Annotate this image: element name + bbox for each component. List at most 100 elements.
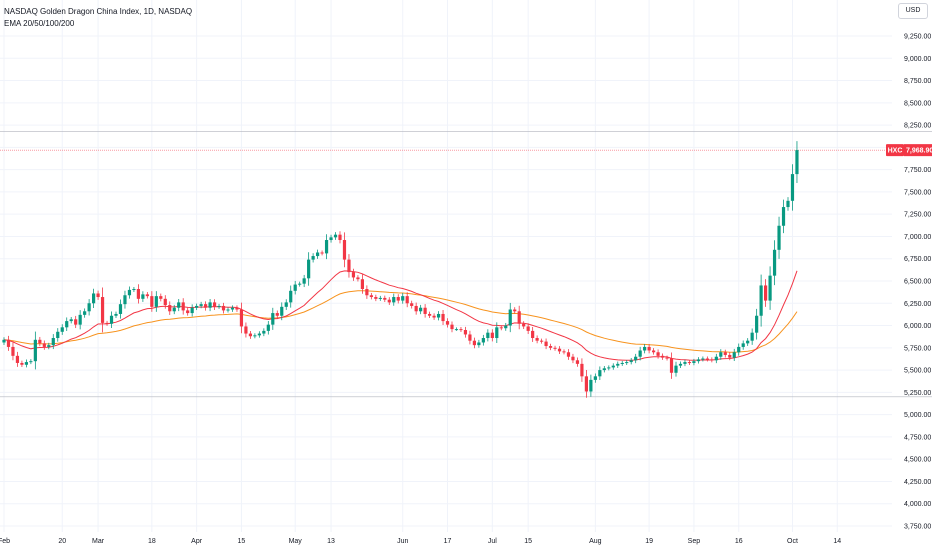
candle-body: [732, 352, 736, 358]
candle-body: [280, 306, 284, 316]
candle-body: [293, 284, 297, 291]
price-symbol-label: HXC: [888, 148, 903, 155]
candle-body: [772, 249, 777, 276]
candle-body: [432, 315, 436, 318]
time-axis-label: May: [289, 538, 303, 545]
price-axis-label: 5,250.00: [904, 390, 931, 397]
time-axis-label: Feb: [0, 538, 10, 545]
candle-body: [719, 352, 723, 357]
candle-body: [342, 240, 347, 260]
candle-body: [302, 278, 306, 284]
candle-body: [513, 309, 517, 312]
candle-body: [320, 252, 324, 254]
candle-body: [616, 363, 620, 366]
candle-body: [669, 358, 674, 373]
candle-body: [316, 252, 320, 257]
candle-body: [526, 326, 530, 331]
candle-body: [2, 339, 6, 343]
candle-body: [647, 346, 651, 351]
price-axis-label: 7,500.00: [904, 189, 931, 196]
candle-body: [289, 290, 293, 303]
candle-body: [266, 324, 270, 331]
candle-body: [212, 302, 217, 307]
candle-body: [508, 309, 512, 326]
indicator-label[interactable]: EMA 20/50/100/200: [4, 19, 75, 28]
candle-body: [620, 362, 624, 364]
time-axis[interactable]: Feb 20 Mar 18 Apr 15 May 13 Jun 17 Jul 15 Aug 19 Sep 16…: [0, 538, 841, 545]
symbol-title[interactable]: NASDAQ Golden Dragon China Index, 1D, NA…: [4, 7, 193, 16]
candle-body: [42, 343, 46, 347]
candle-body: [795, 150, 799, 175]
candle-body: [29, 361, 33, 363]
candle-body: [468, 334, 472, 341]
candle-body: [92, 293, 96, 304]
candle-body: [472, 340, 476, 346]
candle-body: [172, 307, 176, 312]
candle-body: [60, 327, 64, 332]
candle-body: [221, 305, 226, 311]
price-axis[interactable]: 9,250.00 9,000.00 8,750.00 8,500.00 8,250.00…: [904, 34, 931, 531]
ema-20-line: [3, 270, 798, 361]
time-axis-label: Oct: [787, 538, 798, 545]
candle-body: [244, 326, 248, 334]
candle-body: [548, 346, 553, 348]
candle-body: [557, 348, 562, 352]
time-axis-label: Jun: [397, 538, 408, 545]
time-axis-label: 16: [735, 538, 743, 545]
candle-body: [571, 356, 575, 361]
candle-body: [504, 325, 508, 329]
candle-body: [217, 305, 221, 307]
candle-body: [356, 277, 360, 280]
candle-body: [284, 302, 288, 307]
currency-button[interactable]: USD: [898, 3, 928, 19]
price-axis-label: 6,000.00: [904, 323, 931, 330]
candle-body: [692, 361, 696, 363]
candle-body: [634, 356, 638, 361]
candle-body: [463, 330, 468, 335]
candle-body: [392, 297, 396, 303]
candle-body: [575, 360, 580, 364]
candle-body: [764, 285, 768, 301]
candle-body: [51, 338, 55, 346]
candle-body: [163, 298, 167, 306]
candle-body: [629, 360, 633, 363]
candle-body: [450, 324, 454, 330]
candle-body: [311, 256, 315, 260]
price-axis-label: 6,250.00: [904, 301, 931, 308]
candle-body: [517, 311, 521, 324]
time-axis-label: 20: [58, 538, 66, 545]
candle-body: [65, 321, 69, 328]
candle-body: [607, 367, 611, 369]
candle-body: [499, 327, 503, 329]
candle-body: [687, 362, 692, 364]
candle-body: [674, 365, 678, 373]
price-axis-label: 8,250.00: [904, 123, 931, 130]
time-axis-label: 18: [148, 538, 156, 545]
candle-body: [580, 363, 584, 377]
candle-body: [105, 322, 109, 324]
time-axis-label: 14: [833, 538, 841, 545]
candle-body: [257, 333, 261, 336]
candle-body: [199, 304, 203, 306]
candle-body: [275, 313, 279, 316]
candle-body: [445, 321, 450, 325]
candle-body: [665, 357, 669, 359]
candle-body: [226, 309, 230, 311]
candle-body: [195, 305, 199, 308]
candle-body: [696, 359, 700, 362]
price-axis-label: 6,750.00: [904, 256, 931, 263]
candle-body: [705, 358, 709, 360]
price-value-tag: [904, 144, 932, 157]
candle-body: [15, 355, 20, 363]
candle-body: [100, 297, 105, 323]
candle-body: [324, 240, 329, 254]
candle-body: [459, 329, 463, 331]
candle-body: [728, 354, 732, 358]
ema-lines: [3, 270, 798, 361]
candle-body: [11, 346, 15, 356]
candle-body: [262, 330, 266, 334]
candle-body: [419, 307, 423, 312]
candle-body: [365, 289, 369, 296]
